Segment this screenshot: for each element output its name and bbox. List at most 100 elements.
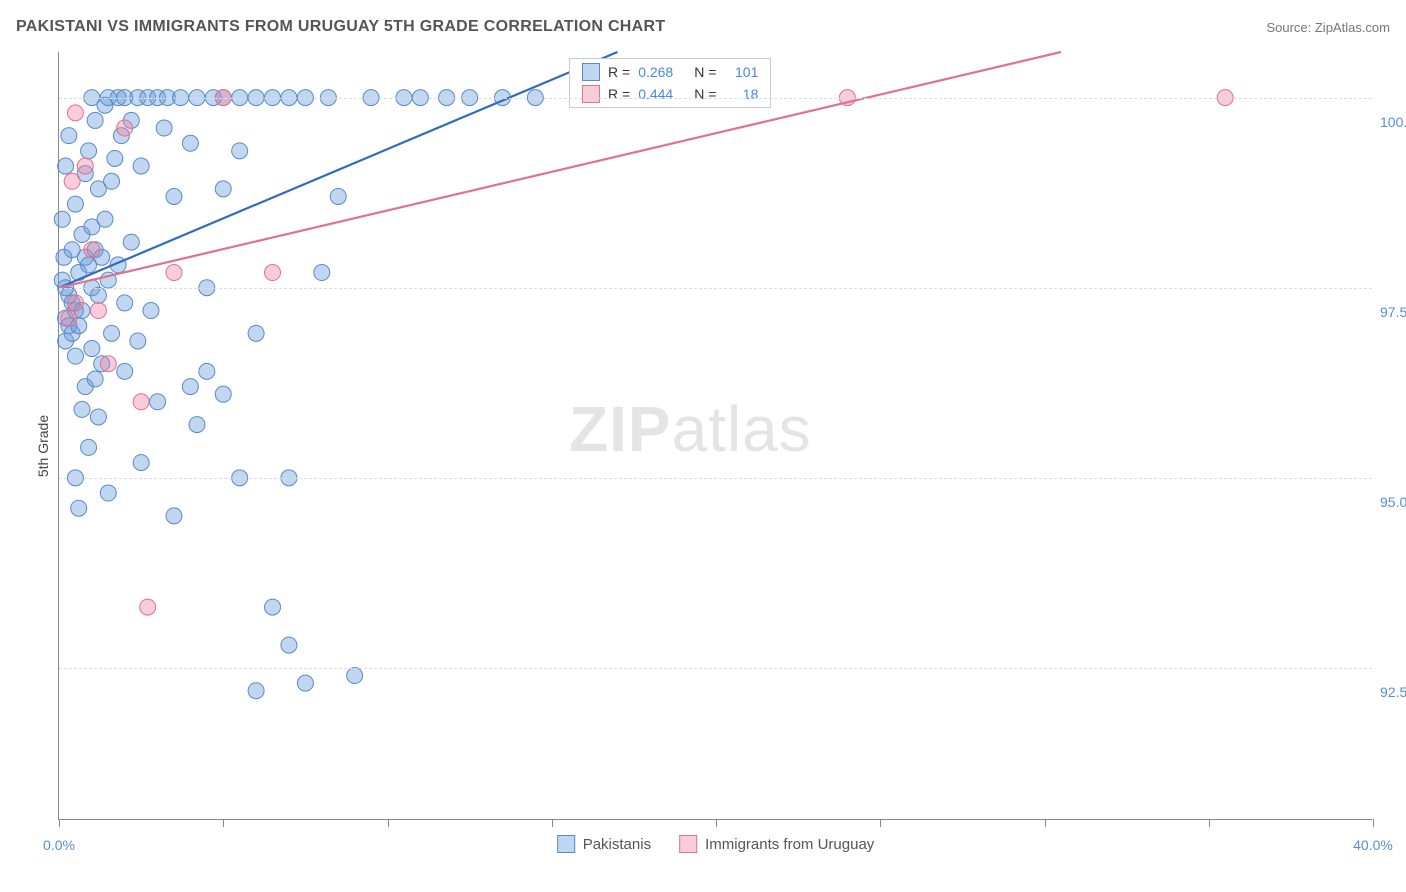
stat-r-label: R = [608, 64, 630, 80]
data-point [265, 265, 281, 281]
data-point [97, 211, 113, 227]
stat-n-label: N = [694, 64, 716, 80]
data-point [281, 637, 297, 653]
data-point [133, 455, 149, 471]
data-point [74, 401, 90, 417]
stat-n-value: 101 [724, 64, 758, 80]
data-point [67, 348, 83, 364]
trend-line [59, 52, 1061, 288]
data-point [347, 668, 363, 684]
data-point [143, 303, 159, 319]
data-point [166, 265, 182, 281]
legend-label-uruguay: Immigrants from Uruguay [705, 836, 874, 853]
gridline-h [59, 98, 1372, 99]
data-point [67, 105, 83, 121]
stats-legend-box: R = 0.268 N = 101 R = 0.444 N = 18 [569, 58, 771, 108]
data-point [199, 363, 215, 379]
data-point [61, 128, 77, 144]
data-point [90, 303, 106, 319]
data-point [64, 173, 80, 189]
data-point [182, 135, 198, 151]
x-tick [223, 819, 224, 827]
data-point [189, 417, 205, 433]
data-point [248, 683, 264, 699]
data-point [215, 181, 231, 197]
stats-row: R = 0.444 N = 18 [570, 83, 770, 105]
chart-title: PAKISTANI VS IMMIGRANTS FROM URUGUAY 5TH… [16, 18, 665, 36]
data-point [297, 675, 313, 691]
data-point [84, 341, 100, 357]
data-point [104, 173, 120, 189]
data-point [90, 409, 106, 425]
data-point [166, 508, 182, 524]
data-point [215, 386, 231, 402]
data-point [133, 394, 149, 410]
legend-label-pakistanis: Pakistanis [583, 836, 651, 853]
data-point [100, 356, 116, 372]
data-point [87, 371, 103, 387]
plot-area: ZIPatlas R =0.268N =101R =0.444N =18 Pak… [58, 52, 1372, 820]
chart-header: PAKISTANI VS IMMIGRANTS FROM URUGUAY 5TH… [16, 18, 1390, 36]
x-tick [1373, 819, 1374, 827]
legend-swatch-pakistanis [557, 835, 575, 853]
x-tick [388, 819, 389, 827]
source-prefix: Source: [1266, 20, 1314, 35]
stat-r-label: R = [608, 86, 630, 102]
x-tick-label: 0.0% [43, 837, 75, 853]
x-tick [716, 819, 717, 827]
data-point [90, 287, 106, 303]
data-point [140, 599, 156, 615]
data-point [87, 112, 103, 128]
y-tick-label: 100.0% [1380, 114, 1406, 130]
stat-r-value: 0.268 [638, 64, 686, 80]
x-tick [59, 819, 60, 827]
x-tick [1209, 819, 1210, 827]
stat-n-label: N = [694, 86, 716, 102]
data-point [248, 325, 264, 341]
stat-r-value: 0.444 [638, 86, 686, 102]
data-point [84, 242, 100, 258]
data-point [67, 196, 83, 212]
legend-item-uruguay: Immigrants from Uruguay [679, 835, 874, 853]
data-point [77, 158, 93, 174]
y-tick-label: 92.5% [1380, 684, 1406, 700]
data-point [81, 143, 97, 159]
data-point [117, 120, 133, 136]
gridline-h [59, 478, 1372, 479]
stats-row: R = 0.268 N = 101 [570, 61, 770, 83]
data-point [117, 363, 133, 379]
data-point [54, 211, 70, 227]
source-link[interactable]: ZipAtlas.com [1315, 20, 1390, 35]
stat-n-value: 18 [724, 86, 758, 102]
y-tick-label: 95.0% [1380, 494, 1406, 510]
data-point [265, 599, 281, 615]
data-point [150, 394, 166, 410]
stats-swatch [582, 63, 600, 81]
source-attribution: Source: ZipAtlas.com [1266, 20, 1390, 35]
data-point [117, 295, 133, 311]
data-point [71, 500, 87, 516]
y-axis-label: 5th Grade [35, 415, 51, 477]
data-point [330, 188, 346, 204]
data-point [123, 234, 139, 250]
x-tick [552, 819, 553, 827]
data-point [232, 143, 248, 159]
data-point [133, 158, 149, 174]
stats-swatch [582, 85, 600, 103]
bottom-legend: Pakistanis Immigrants from Uruguay [557, 835, 875, 853]
scatter-svg [59, 52, 1372, 819]
legend-swatch-uruguay [679, 835, 697, 853]
x-tick [1045, 819, 1046, 827]
legend-item-pakistanis: Pakistanis [557, 835, 651, 853]
data-point [314, 265, 330, 281]
data-point [107, 150, 123, 166]
data-point [104, 325, 120, 341]
data-point [130, 333, 146, 349]
data-point [166, 188, 182, 204]
gridline-h [59, 288, 1372, 289]
x-tick [880, 819, 881, 827]
x-tick-label: 40.0% [1353, 837, 1393, 853]
gridline-h [59, 668, 1372, 669]
data-point [156, 120, 172, 136]
data-point [67, 295, 83, 311]
